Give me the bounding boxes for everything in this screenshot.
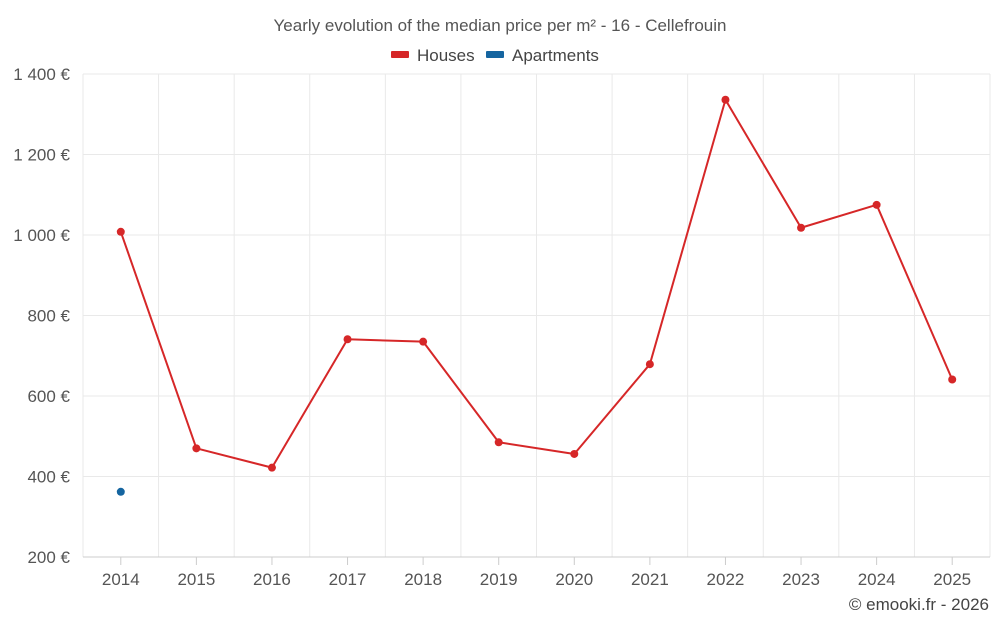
y-tick-label: 1 200 € [13,146,70,165]
data-point-houses[interactable] [872,200,881,209]
data-point-houses[interactable] [721,95,730,104]
data-point-houses[interactable] [419,337,428,346]
y-tick-label: 600 € [27,387,70,406]
data-point-houses[interactable] [494,438,503,447]
credit-text: © emooki.fr - 2026 [849,595,989,614]
x-tick-label: 2017 [329,570,367,589]
y-tick-label: 1 000 € [13,226,70,245]
data-point-houses[interactable] [116,227,125,236]
y-tick-label: 200 € [27,548,70,567]
legend-item-houses[interactable]: Houses [391,46,475,65]
x-tick-label: 2021 [631,570,669,589]
legend-item-apartments[interactable]: Apartments [486,46,599,65]
x-tick-label: 2014 [102,570,140,589]
data-point-houses[interactable] [192,444,201,453]
x-tick-label: 2016 [253,570,291,589]
data-point-houses[interactable] [343,335,352,344]
series [116,95,957,496]
x-tick-label: 2020 [555,570,593,589]
x-tick-label: 2019 [480,570,518,589]
y-tick-label: 400 € [27,468,70,487]
x-axis: 2014 2015 2016 2017 2018 2019 2020 2021 2022 2023… [83,556,990,589]
y-axis: 200 € 400 € 600 € 800 € 1 000 € 1 200 € 1 400 … [13,65,70,567]
legend-label-apartments: Apartments [512,46,599,65]
x-tick-label: 2018 [404,570,442,589]
chart-title: Yearly evolution of the median price per… [274,16,727,35]
data-point-apartments[interactable] [116,487,125,496]
legend-swatch-apartments [486,51,504,58]
x-tick-label: 2024 [858,570,896,589]
legend: Houses Apartments [391,46,599,65]
data-point-houses[interactable] [570,449,579,458]
legend-swatch-houses [391,51,409,58]
legend-label-houses: Houses [417,46,475,65]
y-tick-label: 1 400 € [13,65,70,84]
data-point-houses[interactable] [797,223,806,232]
x-tick-label: 2015 [177,570,215,589]
y-tick-label: 800 € [27,307,70,326]
data-point-houses[interactable] [948,375,957,384]
grid [82,73,991,558]
x-tick-label: 2025 [933,570,971,589]
data-point-houses[interactable] [267,463,276,472]
x-tick-label: 2022 [707,570,745,589]
x-tick-label: 2023 [782,570,820,589]
series-line-houses [119,98,954,469]
data-point-houses[interactable] [645,360,654,369]
